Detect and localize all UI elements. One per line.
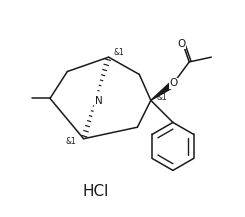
Text: O: O xyxy=(177,39,186,49)
Text: O: O xyxy=(170,78,178,88)
Polygon shape xyxy=(151,82,175,100)
Text: N: N xyxy=(95,96,103,106)
Text: &1: &1 xyxy=(65,137,76,146)
Text: &1: &1 xyxy=(113,48,124,57)
Text: HCl: HCl xyxy=(83,184,109,199)
Text: &1: &1 xyxy=(157,93,167,102)
